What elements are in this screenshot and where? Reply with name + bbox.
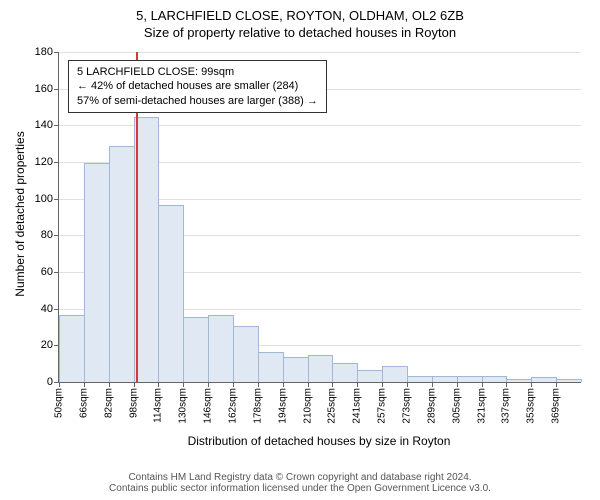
- x-tick-label: 82sqm: [103, 388, 114, 418]
- footer-line1: Contains HM Land Registry data © Crown c…: [0, 472, 600, 483]
- x-tick-label: 369sqm: [551, 388, 562, 424]
- x-tick-mark: [158, 382, 159, 387]
- x-tick-label: 194sqm: [277, 388, 288, 424]
- histogram-bar: [208, 315, 234, 382]
- x-tick-mark: [482, 382, 483, 387]
- x-axis-label: Distribution of detached houses by size …: [58, 434, 580, 448]
- x-tick-label: 337sqm: [501, 388, 512, 424]
- x-tick-mark: [357, 382, 358, 387]
- x-tick-label: 353sqm: [526, 388, 537, 424]
- chart-subtitle: Size of property relative to detached ho…: [0, 23, 600, 40]
- x-tick-label: 273sqm: [402, 388, 413, 424]
- footer-line2: Contains public sector information licen…: [0, 483, 600, 494]
- histogram-bar: [432, 376, 458, 383]
- x-tick-mark: [59, 382, 60, 387]
- histogram-bar: [233, 326, 259, 382]
- chart-title-address: 5, LARCHFIELD CLOSE, ROYTON, OLDHAM, OL2…: [0, 0, 600, 23]
- annotation-smaller-pct: ← 42% of detached houses are smaller (28…: [77, 79, 318, 93]
- y-tick-mark: [54, 52, 59, 53]
- x-tick-label: 225sqm: [327, 388, 338, 424]
- y-tick-mark: [54, 199, 59, 200]
- histogram-bar: [109, 146, 135, 382]
- footer-attribution: Contains HM Land Registry data © Crown c…: [0, 472, 600, 494]
- x-tick-mark: [258, 382, 259, 387]
- x-tick-mark: [134, 382, 135, 387]
- y-axis-label: Number of detached properties: [13, 114, 27, 314]
- histogram-bar: [158, 205, 184, 382]
- histogram-bar: [556, 379, 582, 382]
- property-annotation-box: 5 LARCHFIELD CLOSE: 99sqm ← 42% of detac…: [68, 60, 327, 113]
- y-tick-mark: [54, 125, 59, 126]
- x-tick-mark: [84, 382, 85, 387]
- histogram-bar: [84, 163, 110, 382]
- x-tick-mark: [531, 382, 532, 387]
- histogram-bar: [382, 366, 408, 382]
- x-tick-label: 210sqm: [302, 388, 313, 424]
- histogram-bar: [283, 357, 309, 382]
- x-tick-label: 130sqm: [178, 388, 189, 424]
- x-tick-mark: [332, 382, 333, 387]
- x-tick-label: 178sqm: [252, 388, 263, 424]
- y-tick-mark: [54, 309, 59, 310]
- x-tick-label: 162sqm: [228, 388, 239, 424]
- x-tick-label: 50sqm: [54, 388, 65, 418]
- x-tick-mark: [457, 382, 458, 387]
- x-tick-label: 241sqm: [352, 388, 363, 424]
- x-tick-mark: [308, 382, 309, 387]
- histogram-bar: [308, 355, 334, 382]
- x-tick-label: 289sqm: [426, 388, 437, 424]
- annotation-larger-pct: 57% of semi-detached houses are larger (…: [77, 94, 318, 108]
- x-tick-mark: [556, 382, 557, 387]
- x-tick-mark: [283, 382, 284, 387]
- y-tick-mark: [54, 272, 59, 273]
- x-tick-label: 321sqm: [476, 388, 487, 424]
- histogram-bar: [357, 370, 383, 382]
- x-tick-mark: [382, 382, 383, 387]
- y-tick-mark: [54, 89, 59, 90]
- annotation-property-size: 5 LARCHFIELD CLOSE: 99sqm: [77, 65, 318, 79]
- x-tick-mark: [407, 382, 408, 387]
- x-tick-label: 257sqm: [377, 388, 388, 424]
- x-tick-label: 114sqm: [153, 388, 164, 423]
- x-tick-mark: [109, 382, 110, 387]
- x-tick-mark: [208, 382, 209, 387]
- x-tick-mark: [506, 382, 507, 387]
- x-tick-label: 98sqm: [128, 388, 139, 418]
- histogram-bar: [457, 376, 483, 383]
- x-tick-mark: [183, 382, 184, 387]
- histogram-bar: [258, 352, 284, 382]
- x-tick-mark: [233, 382, 234, 387]
- x-tick-label: 305sqm: [451, 388, 462, 424]
- x-tick-label: 66sqm: [78, 388, 89, 418]
- histogram-bar: [407, 376, 433, 383]
- histogram-bar: [183, 317, 209, 382]
- y-tick-mark: [54, 235, 59, 236]
- histogram-bar: [506, 379, 532, 382]
- histogram-bar: [59, 315, 85, 382]
- y-tick-mark: [54, 162, 59, 163]
- histogram-bar: [482, 376, 508, 383]
- x-tick-mark: [432, 382, 433, 387]
- x-tick-label: 146sqm: [203, 388, 214, 424]
- histogram-bar: [332, 363, 358, 382]
- histogram-bar: [531, 377, 557, 382]
